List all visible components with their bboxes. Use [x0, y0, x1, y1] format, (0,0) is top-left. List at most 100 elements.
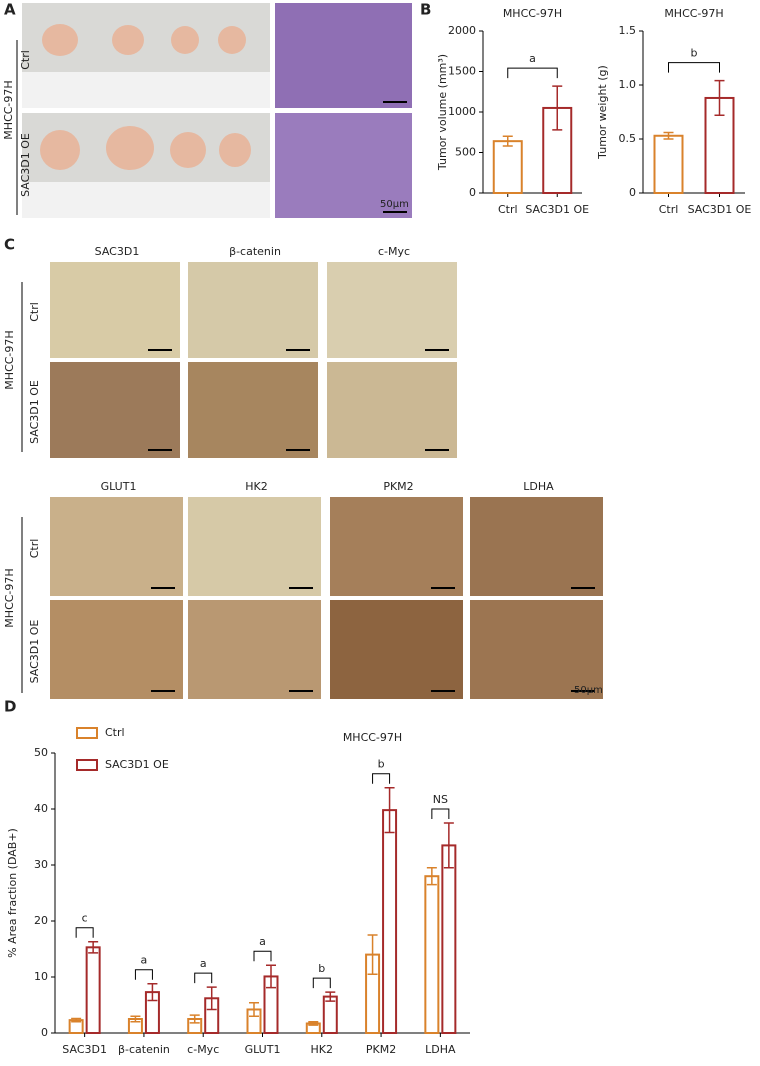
significance-bracket [75, 927, 94, 938]
ruler [22, 72, 270, 108]
histology-image [275, 3, 412, 108]
significance-bracket [507, 67, 558, 79]
y-tick-label: 0.5 [619, 132, 637, 145]
bar [382, 809, 398, 1034]
error-bar [189, 1014, 200, 1024]
legend-label: SAC3D1 OE [105, 758, 169, 771]
ihc-image [188, 262, 318, 358]
ihc-image [470, 497, 603, 596]
error-bar [367, 934, 378, 975]
x-tick-label: Ctrl [659, 203, 679, 216]
y-tick-label: 50 [34, 746, 48, 759]
ihc-image [50, 497, 183, 596]
cell-line-label: MHCC-97H [3, 330, 16, 389]
y-tick-label: 40 [34, 802, 48, 815]
cell-line-label: MHCC-97H [3, 568, 16, 627]
y-tick-label: 1500 [448, 65, 476, 78]
significance-bracket [312, 977, 331, 989]
tumor [106, 126, 154, 170]
bar [441, 844, 457, 1035]
bar [424, 875, 440, 1035]
x-tick-label: SAC3D1 OE [688, 203, 752, 216]
column-label: SAC3D1 [95, 245, 140, 258]
chart-title: MHCC-97H [664, 7, 723, 20]
ihc-image [50, 600, 183, 699]
tumor [112, 25, 144, 55]
y-axis-label: Tumor weight (g) [596, 65, 609, 160]
error-bar [552, 85, 563, 131]
bar [492, 140, 523, 195]
error-bar [130, 1015, 141, 1023]
ihc-image [327, 362, 457, 458]
column-label: PKM2 [383, 480, 413, 493]
error-bar [206, 986, 217, 1011]
error-bar [502, 135, 513, 147]
significance-label: c [82, 912, 88, 925]
ihc-image [188, 600, 321, 699]
column-label: GLUT1 [101, 480, 137, 493]
error-bar [71, 1017, 82, 1023]
chart-title: MHCC-97H [503, 7, 562, 20]
y-tick-label: 1.5 [619, 24, 637, 37]
ihc-image [330, 497, 463, 596]
y-tick-label: 500 [455, 146, 476, 159]
tumor [171, 26, 199, 54]
ihc-image [50, 362, 180, 458]
error-bar [714, 79, 725, 116]
ihc-image [330, 600, 463, 699]
significance-label: b [378, 758, 385, 771]
panel-label: B [420, 1, 431, 19]
panel-label: C [4, 236, 15, 254]
x-tick-label: GLUT1 [245, 1043, 281, 1056]
scale-label: 50μm [574, 685, 603, 696]
row-label: SAC3D1 OE [28, 380, 41, 444]
x-tick-label: PKM2 [366, 1043, 396, 1056]
panel-label: A [4, 1, 16, 19]
ruler [22, 182, 270, 218]
column-label: LDHA [523, 480, 554, 493]
tumor [42, 24, 78, 56]
significance-label: b [318, 962, 325, 975]
x-tick-label: SAC3D1 OE [525, 203, 589, 216]
row-label: Ctrl [28, 539, 41, 559]
significance-bracket [372, 773, 391, 784]
significance-bracket [668, 62, 720, 73]
significance-label: b [691, 47, 698, 60]
significance-label: a [141, 954, 148, 967]
y-axis-label: % Area fraction (DAB+) [6, 828, 19, 958]
ihc-image [470, 600, 603, 699]
y-tick-label: 30 [34, 858, 48, 871]
error-bar [266, 964, 276, 989]
ihc-image [188, 362, 318, 458]
tumor [170, 132, 206, 168]
row-label: SAC3D1 OE [19, 133, 32, 197]
error-bar [426, 867, 437, 886]
error-bar [325, 991, 336, 1002]
legend-swatch [76, 759, 98, 771]
x-tick-label: LDHA [425, 1043, 456, 1056]
row-label: SAC3D1 OE [28, 620, 41, 684]
significance-label: a [529, 52, 536, 65]
row-label: Ctrl [19, 50, 32, 70]
bar [653, 134, 684, 194]
significance-bracket [134, 969, 153, 980]
y-tick-label: 0 [469, 186, 476, 199]
y-tick-label: 0 [41, 1026, 48, 1039]
ihc-image [327, 262, 457, 358]
row-label: Ctrl [28, 302, 41, 322]
error-bar [147, 982, 158, 1002]
significance-bracket [253, 950, 272, 962]
error-bar [249, 1002, 259, 1017]
panel-label: D [4, 698, 16, 716]
significance-bracket [194, 972, 213, 984]
x-tick-label: Ctrl [498, 203, 518, 216]
y-axis-label: Tumor volume (mm³) [436, 54, 449, 171]
error-bar [443, 822, 454, 869]
x-tick-label: β-catenin [118, 1043, 170, 1056]
y-tick-label: 2000 [448, 24, 476, 37]
error-bar [88, 940, 99, 954]
column-label: c-Myc [378, 245, 410, 258]
chart-title: MHCC-97H [343, 731, 402, 744]
error-bar [308, 1021, 319, 1026]
